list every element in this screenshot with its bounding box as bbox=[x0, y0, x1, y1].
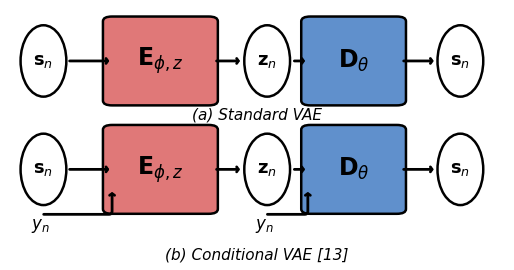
Text: $\mathbf{z}_n$: $\mathbf{z}_n$ bbox=[258, 52, 277, 70]
Ellipse shape bbox=[437, 25, 483, 97]
FancyBboxPatch shape bbox=[103, 16, 218, 105]
FancyBboxPatch shape bbox=[103, 125, 218, 214]
Ellipse shape bbox=[244, 134, 290, 205]
Text: $y_n$: $y_n$ bbox=[255, 217, 274, 235]
Text: $\mathbf{z}_n$: $\mathbf{z}_n$ bbox=[258, 160, 277, 178]
Text: $\mathbf{s}_n$: $\mathbf{s}_n$ bbox=[33, 52, 53, 70]
Ellipse shape bbox=[21, 134, 66, 205]
Text: $\mathbf{D}_{\theta}$: $\mathbf{D}_{\theta}$ bbox=[338, 48, 370, 74]
Text: $\mathbf{E}_{\phi,z}$: $\mathbf{E}_{\phi,z}$ bbox=[137, 154, 184, 185]
Text: $\mathbf{s}_n$: $\mathbf{s}_n$ bbox=[33, 160, 53, 178]
Text: $y_n$: $y_n$ bbox=[31, 217, 50, 235]
Text: $\mathbf{s}_n$: $\mathbf{s}_n$ bbox=[450, 52, 470, 70]
Text: (a) Standard VAE: (a) Standard VAE bbox=[192, 108, 322, 123]
Text: $\mathbf{D}_{\theta}$: $\mathbf{D}_{\theta}$ bbox=[338, 156, 370, 183]
Ellipse shape bbox=[21, 25, 66, 97]
Ellipse shape bbox=[244, 25, 290, 97]
Text: (b) Conditional VAE [13]: (b) Conditional VAE [13] bbox=[165, 248, 349, 263]
Ellipse shape bbox=[437, 134, 483, 205]
FancyBboxPatch shape bbox=[301, 16, 406, 105]
Text: $\mathbf{E}_{\phi,z}$: $\mathbf{E}_{\phi,z}$ bbox=[137, 46, 184, 76]
FancyBboxPatch shape bbox=[301, 125, 406, 214]
Text: $\mathbf{s}_n$: $\mathbf{s}_n$ bbox=[450, 160, 470, 178]
